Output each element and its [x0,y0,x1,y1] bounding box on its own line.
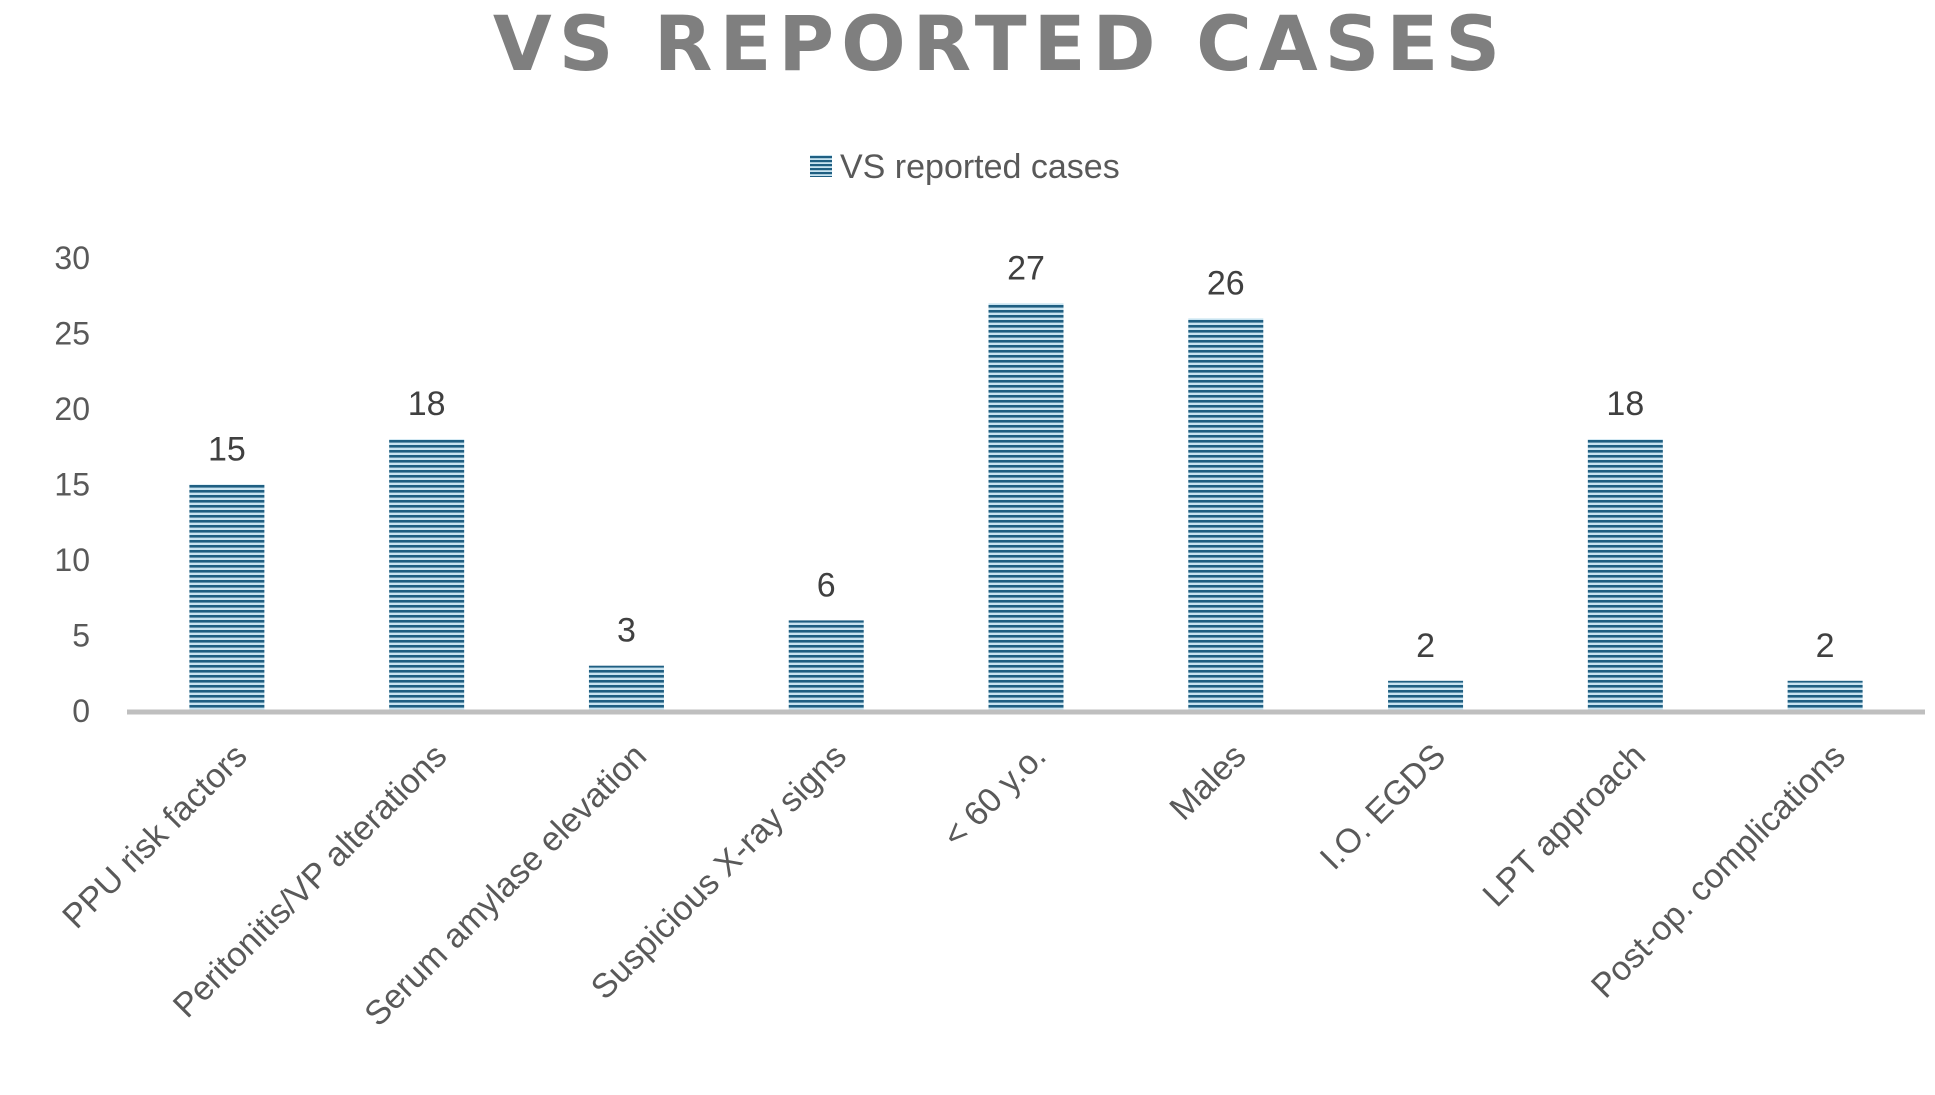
bar [389,439,465,711]
bar [1188,318,1264,711]
category-label: PPU risk factors [55,737,254,936]
data-label: 3 [617,612,636,650]
y-axis-ticks: 0 5 10 15 20 25 30 [54,240,90,729]
legend: VS reported cases [810,148,1120,186]
data-label: 15 [208,431,246,469]
data-labels: 15 18 3 6 27 26 2 18 2 [208,249,1835,665]
bars [189,303,1863,711]
category-label: LPT approach [1476,737,1653,914]
data-label: 18 [408,385,446,423]
legend-label: VS reported cases [840,148,1120,186]
bar [189,484,265,711]
y-tick-label: 5 [72,618,90,654]
bar [1388,680,1464,711]
data-label: 27 [1007,249,1045,287]
bar [988,303,1064,711]
data-label: 2 [1816,627,1835,665]
bar [588,665,664,711]
data-label: 6 [817,566,836,604]
data-label: 2 [1416,627,1435,665]
category-label: < 60 y.o. [936,737,1054,855]
bar [1787,680,1863,711]
data-label: 18 [1606,385,1644,423]
y-tick-label: 25 [54,316,90,352]
chart-title: VS REPORTED CASES [493,0,1507,88]
bar [788,620,864,711]
legend-swatch [810,155,832,177]
y-tick-label: 30 [54,240,90,276]
y-tick-label: 0 [72,693,90,729]
category-label: I.O. EGDS [1313,737,1453,877]
data-label: 26 [1207,264,1245,302]
category-label: Males [1162,737,1253,828]
y-tick-label: 20 [54,391,90,427]
y-tick-label: 15 [54,467,90,503]
y-tick-label: 10 [54,542,90,578]
bar [1587,439,1663,711]
